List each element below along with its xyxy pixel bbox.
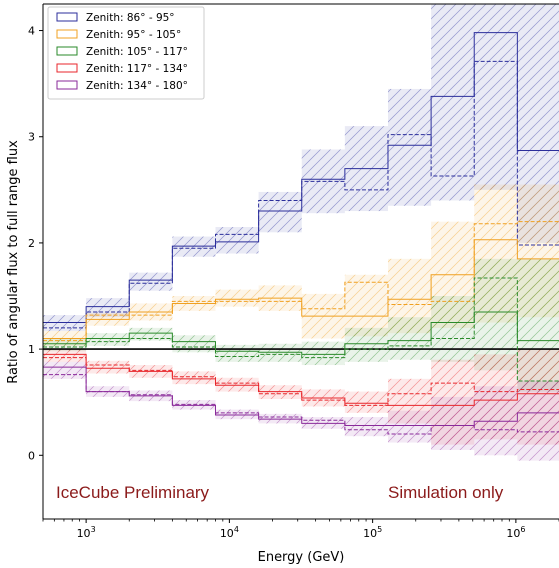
band-hatch-2-bin-7 [344, 327, 388, 362]
band-hatch-3-bin-7 [344, 391, 388, 413]
x-tick-label-0: 103 [77, 525, 96, 540]
series-4-dashed-line [43, 374, 559, 435]
band-hatch-0-bin-9 [431, 4, 475, 201]
y-tick-label-3: 3 [28, 131, 35, 144]
band-hatch-4-bin-9 [431, 396, 475, 450]
band-hatch-2-bin-0 [43, 338, 87, 352]
series-lines [43, 32, 559, 435]
band-hatch-0-bin-4 [215, 226, 259, 254]
band-hatch-2-bin-10 [474, 258, 518, 371]
x-tick-label-3: 106 [506, 525, 525, 540]
band-hatch-4-bin-0 [43, 361, 87, 379]
legend-label-0: Zenith: 86° - 95° [86, 12, 175, 24]
legend-label-4: Zenith: 134° - 180° [86, 80, 188, 92]
legend-swatch-1 [56, 29, 78, 39]
legend-swatch-2 [56, 46, 78, 56]
band-hatch-0-bin-2 [129, 272, 173, 291]
series-1-dashed-line [43, 221, 559, 342]
x-axis-label: Energy (GeV) [258, 550, 345, 565]
x-tick-label-2: 105 [363, 525, 382, 540]
band-hatch-0-bin-5 [258, 191, 302, 233]
band-hatch-4-bin-6 [301, 417, 345, 429]
band-hatch-0-bin-8 [387, 88, 432, 206]
legend-box [47, 6, 205, 100]
band-hatch-3-bin-0 [43, 349, 87, 362]
band-hatch-4-bin-5 [258, 413, 302, 424]
band-hatch-0-bin-0 [43, 315, 87, 332]
y-axis-label: Ratio of angular flux to full range flux [6, 140, 21, 384]
band-hatch-2-bin-2 [129, 327, 173, 341]
band-hatch-0-bin-1 [86, 298, 130, 318]
legend-swatch-3 [56, 63, 78, 73]
band-hatch-4-bin-11 [517, 380, 559, 461]
band-hatch-3-bin-5 [258, 385, 302, 400]
band-hatch-4-bin-3 [172, 400, 216, 410]
y-tick-label-4: 4 [28, 25, 35, 38]
band-hatch-2-bin-1 [86, 333, 130, 346]
band-hatch-4-bin-8 [387, 410, 432, 443]
band-hatch-3-bin-1 [86, 360, 130, 374]
band-hatch-4-bin-4 [215, 409, 259, 420]
band-hatch-2-bin-4 [215, 344, 259, 362]
y-tick-label-2: 2 [28, 237, 35, 250]
annotation-simulation-only: Simulation only [388, 483, 504, 502]
band-hatch-3-bin-4 [215, 377, 259, 392]
legend-swatch-4 [56, 80, 78, 90]
band-hatch-4-bin-10 [474, 386, 518, 456]
x-tick-label-1: 104 [220, 525, 239, 540]
series-3-dashed-line [43, 357, 559, 406]
band-hatch-0-bin-10 [474, 4, 518, 190]
band-hatch-4-bin-7 [344, 417, 388, 437]
band-hatch-3-bin-3 [172, 371, 216, 385]
band-hatch-2-bin-9 [431, 296, 475, 362]
series-1-solid-line [43, 239, 559, 339]
uncertainty-bands [43, 4, 559, 461]
annotation-icecube-preliminary: IceCube Preliminary [56, 483, 210, 502]
legend-swatch-0 [56, 12, 78, 22]
band-hatch-2-bin-5 [258, 343, 302, 362]
band-hatch-1-bin-4 [215, 289, 259, 307]
legend-label-1: Zenith: 95° - 105° [86, 29, 181, 41]
ticks: 0 1 2 3 4 103 104 105 106 [28, 25, 559, 540]
band-hatch-0-bin-3 [172, 236, 216, 257]
band-hatch-1-bin-7 [344, 274, 388, 337]
legend-label-2: Zenith: 105° - 117° [86, 46, 188, 58]
band-hatch-2-bin-8 [387, 317, 432, 360]
y-tick-label-1: 1 [28, 343, 35, 356]
series-0-dashed-line [43, 60, 559, 329]
y-tick-label-0: 0 [28, 449, 35, 462]
band-hatch-2-bin-3 [172, 335, 216, 353]
band-hatch-2-bin-6 [301, 341, 345, 366]
legend-label-3: Zenith: 117° - 134° [86, 63, 188, 75]
series-2-dashed-line [43, 277, 559, 382]
legend: Zenith: 86° - 95° Zenith: 95° - 105° Zenit… [47, 6, 205, 100]
